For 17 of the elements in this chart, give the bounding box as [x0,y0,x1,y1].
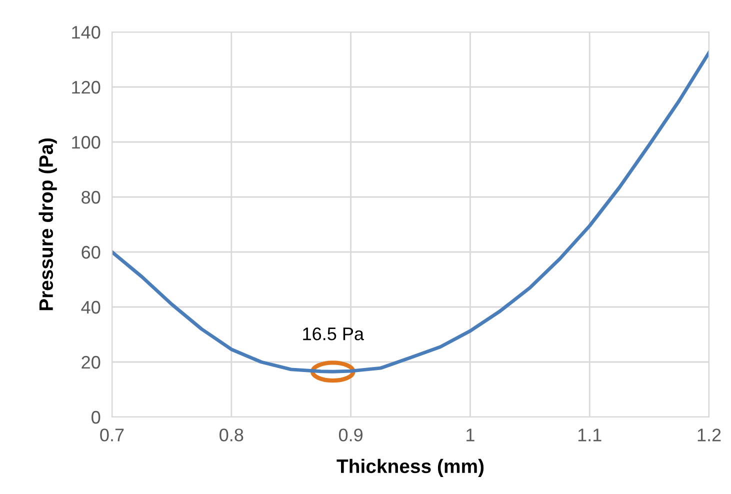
y-tick-label: 80 [82,190,100,204]
x-tick-label: 0.9 [338,428,362,442]
y-tick-label: 20 [82,356,100,369]
y-axis-title: Pressure drop (Pa) [38,138,57,310]
x-tick-label: 1 [466,428,474,442]
y-tick-label: 120 [72,80,100,94]
y-tick-label: 140 [72,26,100,39]
annotation: 16.5 Pa [303,327,364,340]
x-tick-label: 1.1 [578,428,602,442]
x-tick-label: 1.2 [698,428,721,442]
x-tick-label: 0.7 [100,428,124,442]
x-axis-title: Thickness (mm) [336,458,484,477]
y-tick-label: 100 [72,136,100,149]
y-tick-label: 60 [82,246,100,259]
y-tick-label: 40 [81,300,100,314]
x-tick-label: 0.8 [220,428,244,442]
y-tick-label: 0 [92,410,100,424]
